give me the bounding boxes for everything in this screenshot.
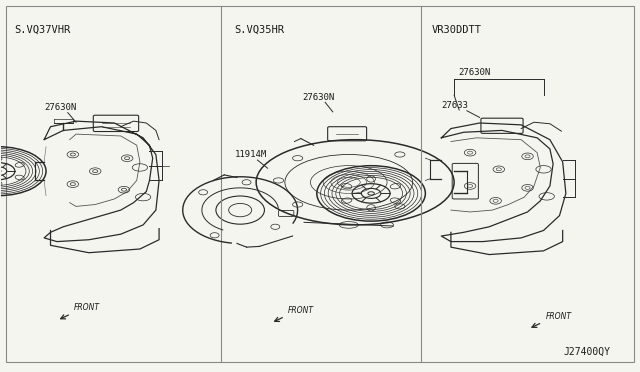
Text: S.VQ37VHR: S.VQ37VHR (15, 25, 71, 35)
Text: J27400QY: J27400QY (564, 346, 611, 356)
Text: 27630N: 27630N (44, 103, 76, 112)
Text: FRONT: FRONT (74, 303, 100, 312)
Text: FRONT: FRONT (288, 306, 314, 315)
Text: FRONT: FRONT (545, 311, 572, 321)
Text: 27630N: 27630N (458, 68, 490, 77)
Text: VR30DDTT: VR30DDTT (432, 25, 482, 35)
Text: 11914M: 11914M (235, 150, 268, 159)
Text: 27633: 27633 (442, 101, 468, 110)
Text: 27630N: 27630N (303, 93, 335, 102)
Text: S.VQ35HR: S.VQ35HR (234, 25, 284, 35)
